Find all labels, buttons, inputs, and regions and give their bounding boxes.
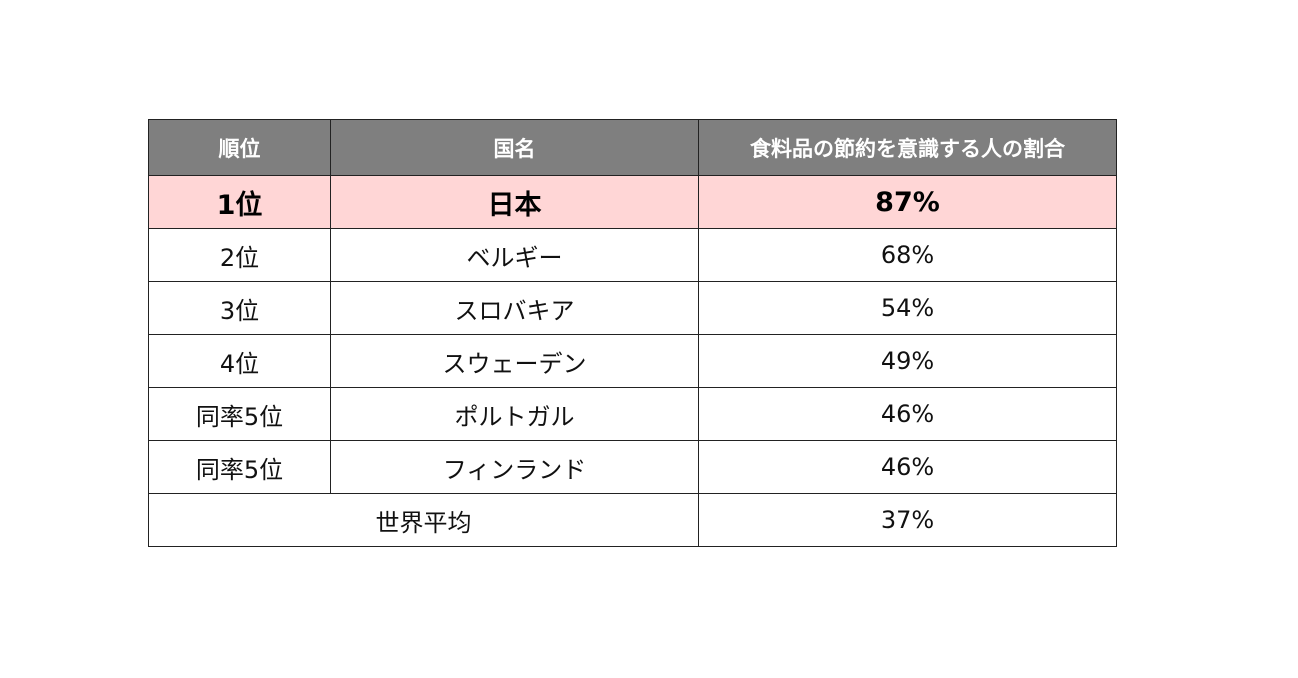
world-average-percent: 37% [698, 493, 1117, 547]
rank-cell: 同率5位 [148, 440, 331, 494]
rank-cell: 4位 [148, 334, 331, 388]
percent-cell: 46% [698, 387, 1117, 441]
rank-cell: 3位 [148, 281, 331, 335]
header-percent: 食料品の節約を意識する人の割合 [698, 119, 1117, 176]
world-average-row: 世界平均 37% [148, 493, 1117, 547]
percent-cell: 46% [698, 440, 1117, 494]
rank-cell: 同率5位 [148, 387, 331, 441]
country-cell: スロバキア [330, 281, 699, 335]
table-row-5: 同率5位 ポルトガル 46% [148, 387, 1117, 441]
percent-cell: 68% [698, 228, 1117, 282]
table-row-3: 3位 スロバキア 54% [148, 281, 1117, 335]
ranking-table: 順位 国名 食料品の節約を意識する人の割合 1位 日本 87% 2位 ベルギー … [148, 119, 1117, 547]
world-average-label: 世界平均 [148, 493, 699, 547]
header-country: 国名 [330, 119, 699, 176]
country-cell: スウェーデン [330, 334, 699, 388]
header-row: 順位 国名 食料品の節約を意識する人の割合 [148, 119, 1117, 176]
table-row-1: 1位 日本 87% [148, 175, 1117, 229]
header-rank: 順位 [148, 119, 331, 176]
country-cell: フィンランド [330, 440, 699, 494]
percent-cell: 54% [698, 281, 1117, 335]
country-cell: ポルトガル [330, 387, 699, 441]
table-row-6: 同率5位 フィンランド 46% [148, 440, 1117, 494]
country-cell: ベルギー [330, 228, 699, 282]
rank-cell: 1位 [148, 175, 331, 229]
table-row-2: 2位 ベルギー 68% [148, 228, 1117, 282]
country-cell: 日本 [330, 175, 699, 229]
percent-cell: 87% [698, 175, 1117, 229]
table-row-4: 4位 スウェーデン 49% [148, 334, 1117, 388]
percent-cell: 49% [698, 334, 1117, 388]
rank-cell: 2位 [148, 228, 331, 282]
